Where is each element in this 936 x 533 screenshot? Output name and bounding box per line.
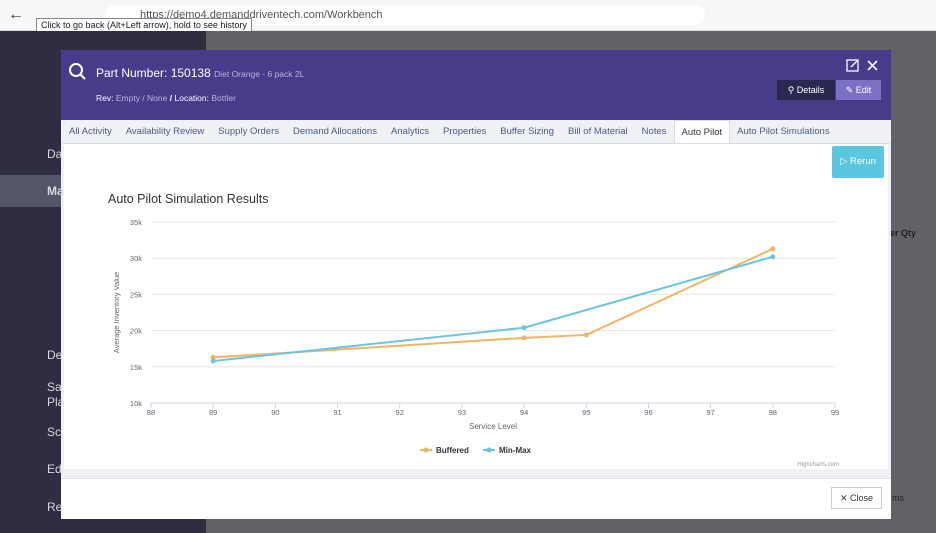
- credits: Highcharts.com: [797, 462, 839, 468]
- x-tick-label: 94: [520, 408, 528, 417]
- sidebar-item[interactable]: De: [47, 348, 62, 362]
- tab[interactable]: Auto Pilot: [674, 120, 731, 143]
- sidebar-item[interactable]: Da: [47, 147, 62, 161]
- back-button[interactable]: ←: [8, 6, 28, 26]
- label: Location:: [174, 93, 209, 103]
- x-tick-label: 88: [147, 408, 155, 417]
- tab[interactable]: Supply Orders: [211, 120, 286, 143]
- sidebar-item[interactable]: Re: [47, 500, 62, 514]
- chart-title: Auto Pilot Simulation Results: [108, 192, 269, 206]
- search-icon: [68, 62, 88, 82]
- bg-text: ms: [892, 493, 904, 503]
- description: Diet Orange - 6 pack 2L: [214, 69, 304, 79]
- sidebar-item[interactable]: Sc: [47, 425, 61, 439]
- legend-marker: [487, 448, 492, 453]
- header-sub: Rev: Empty / None / Location: Bottler: [96, 93, 236, 103]
- modal-footer: [61, 478, 891, 519]
- sidebar-item[interactable]: Ed: [47, 462, 62, 476]
- x-tick-label: 95: [582, 408, 590, 417]
- y-tick-label: 30k: [130, 254, 142, 263]
- legend-label[interactable]: Buffered: [436, 446, 469, 455]
- x-tick-label: 89: [209, 408, 217, 417]
- x-tick-label: 98: [769, 408, 777, 417]
- sidebar-item[interactable]: Sa: [47, 380, 62, 394]
- legend-marker: [424, 448, 429, 453]
- close-button[interactable]: ✕ Close: [831, 487, 882, 509]
- point: [211, 359, 216, 364]
- x-tick-label: 92: [396, 408, 404, 417]
- tab[interactable]: All Activity: [62, 120, 119, 143]
- y-tick-label: 10k: [130, 399, 142, 408]
- point: [522, 335, 527, 340]
- modal-header: [61, 50, 891, 120]
- series-line: [213, 249, 773, 358]
- x-axis-label: Service Level: [469, 422, 517, 431]
- details-button[interactable]: ⚲ Details: [777, 80, 835, 100]
- tabs: All ActivityAvailability ReviewSupply Or…: [62, 120, 890, 144]
- rev: Empty / None: [116, 93, 168, 103]
- tab[interactable]: Properties: [436, 120, 493, 143]
- tab[interactable]: Notes: [635, 120, 674, 143]
- x-tick-label: 90: [271, 408, 279, 417]
- tab[interactable]: Bill of Material: [561, 120, 635, 143]
- location: Bottler: [211, 93, 236, 103]
- bg-text: er Qty: [890, 228, 916, 238]
- x-tick-label: 97: [706, 408, 714, 417]
- series-line: [213, 257, 773, 361]
- tab[interactable]: Buffer Sizing: [493, 120, 561, 143]
- label: Edit: [856, 85, 872, 95]
- separator: /: [170, 93, 172, 103]
- x-tick-label: 93: [458, 408, 466, 417]
- point: [522, 325, 527, 330]
- label: Rev:: [96, 93, 113, 103]
- y-tick-label: 25k: [130, 290, 142, 299]
- rerun-button[interactable]: ▷ Rerun: [832, 146, 884, 178]
- edit-button[interactable]: ✎ Edit: [836, 80, 881, 100]
- y-axis-label: Average Inventory Value: [112, 272, 121, 353]
- tab[interactable]: Analytics: [384, 120, 436, 143]
- label: Close: [850, 493, 873, 503]
- label: Part Number:: [96, 66, 167, 80]
- x-tick-label: 91: [333, 408, 341, 417]
- sidebar-item[interactable]: Ma: [47, 184, 64, 198]
- part-number: 150138: [171, 66, 211, 80]
- y-tick-label: 20k: [130, 327, 142, 336]
- tab[interactable]: Availability Review: [119, 120, 212, 143]
- point: [770, 254, 775, 259]
- sidebar-item[interactable]: Pla: [47, 395, 64, 409]
- tab[interactable]: Auto Pilot Simulations: [730, 120, 836, 143]
- y-tick-label: 15k: [130, 363, 142, 372]
- legend-label[interactable]: Min-Max: [499, 446, 532, 455]
- header-icons[interactable]: [845, 58, 885, 74]
- point: [584, 332, 589, 337]
- x-tick-label: 99: [831, 408, 839, 417]
- header-title: Part Number: 150138 Diet Orange - 6 pack…: [96, 66, 304, 80]
- label: Details: [797, 85, 825, 95]
- tab[interactable]: Demand Allocations: [286, 120, 384, 143]
- tooltip: Click to go back (Alt+Left arrow), hold …: [36, 18, 252, 32]
- chart: Auto Pilot Simulation Results 10k 15k 20k 25…: [90, 180, 860, 470]
- point: [770, 246, 775, 251]
- y-tick-label: 35k: [130, 218, 142, 227]
- label: Rerun: [850, 156, 876, 167]
- x-tick-label: 96: [644, 408, 652, 417]
